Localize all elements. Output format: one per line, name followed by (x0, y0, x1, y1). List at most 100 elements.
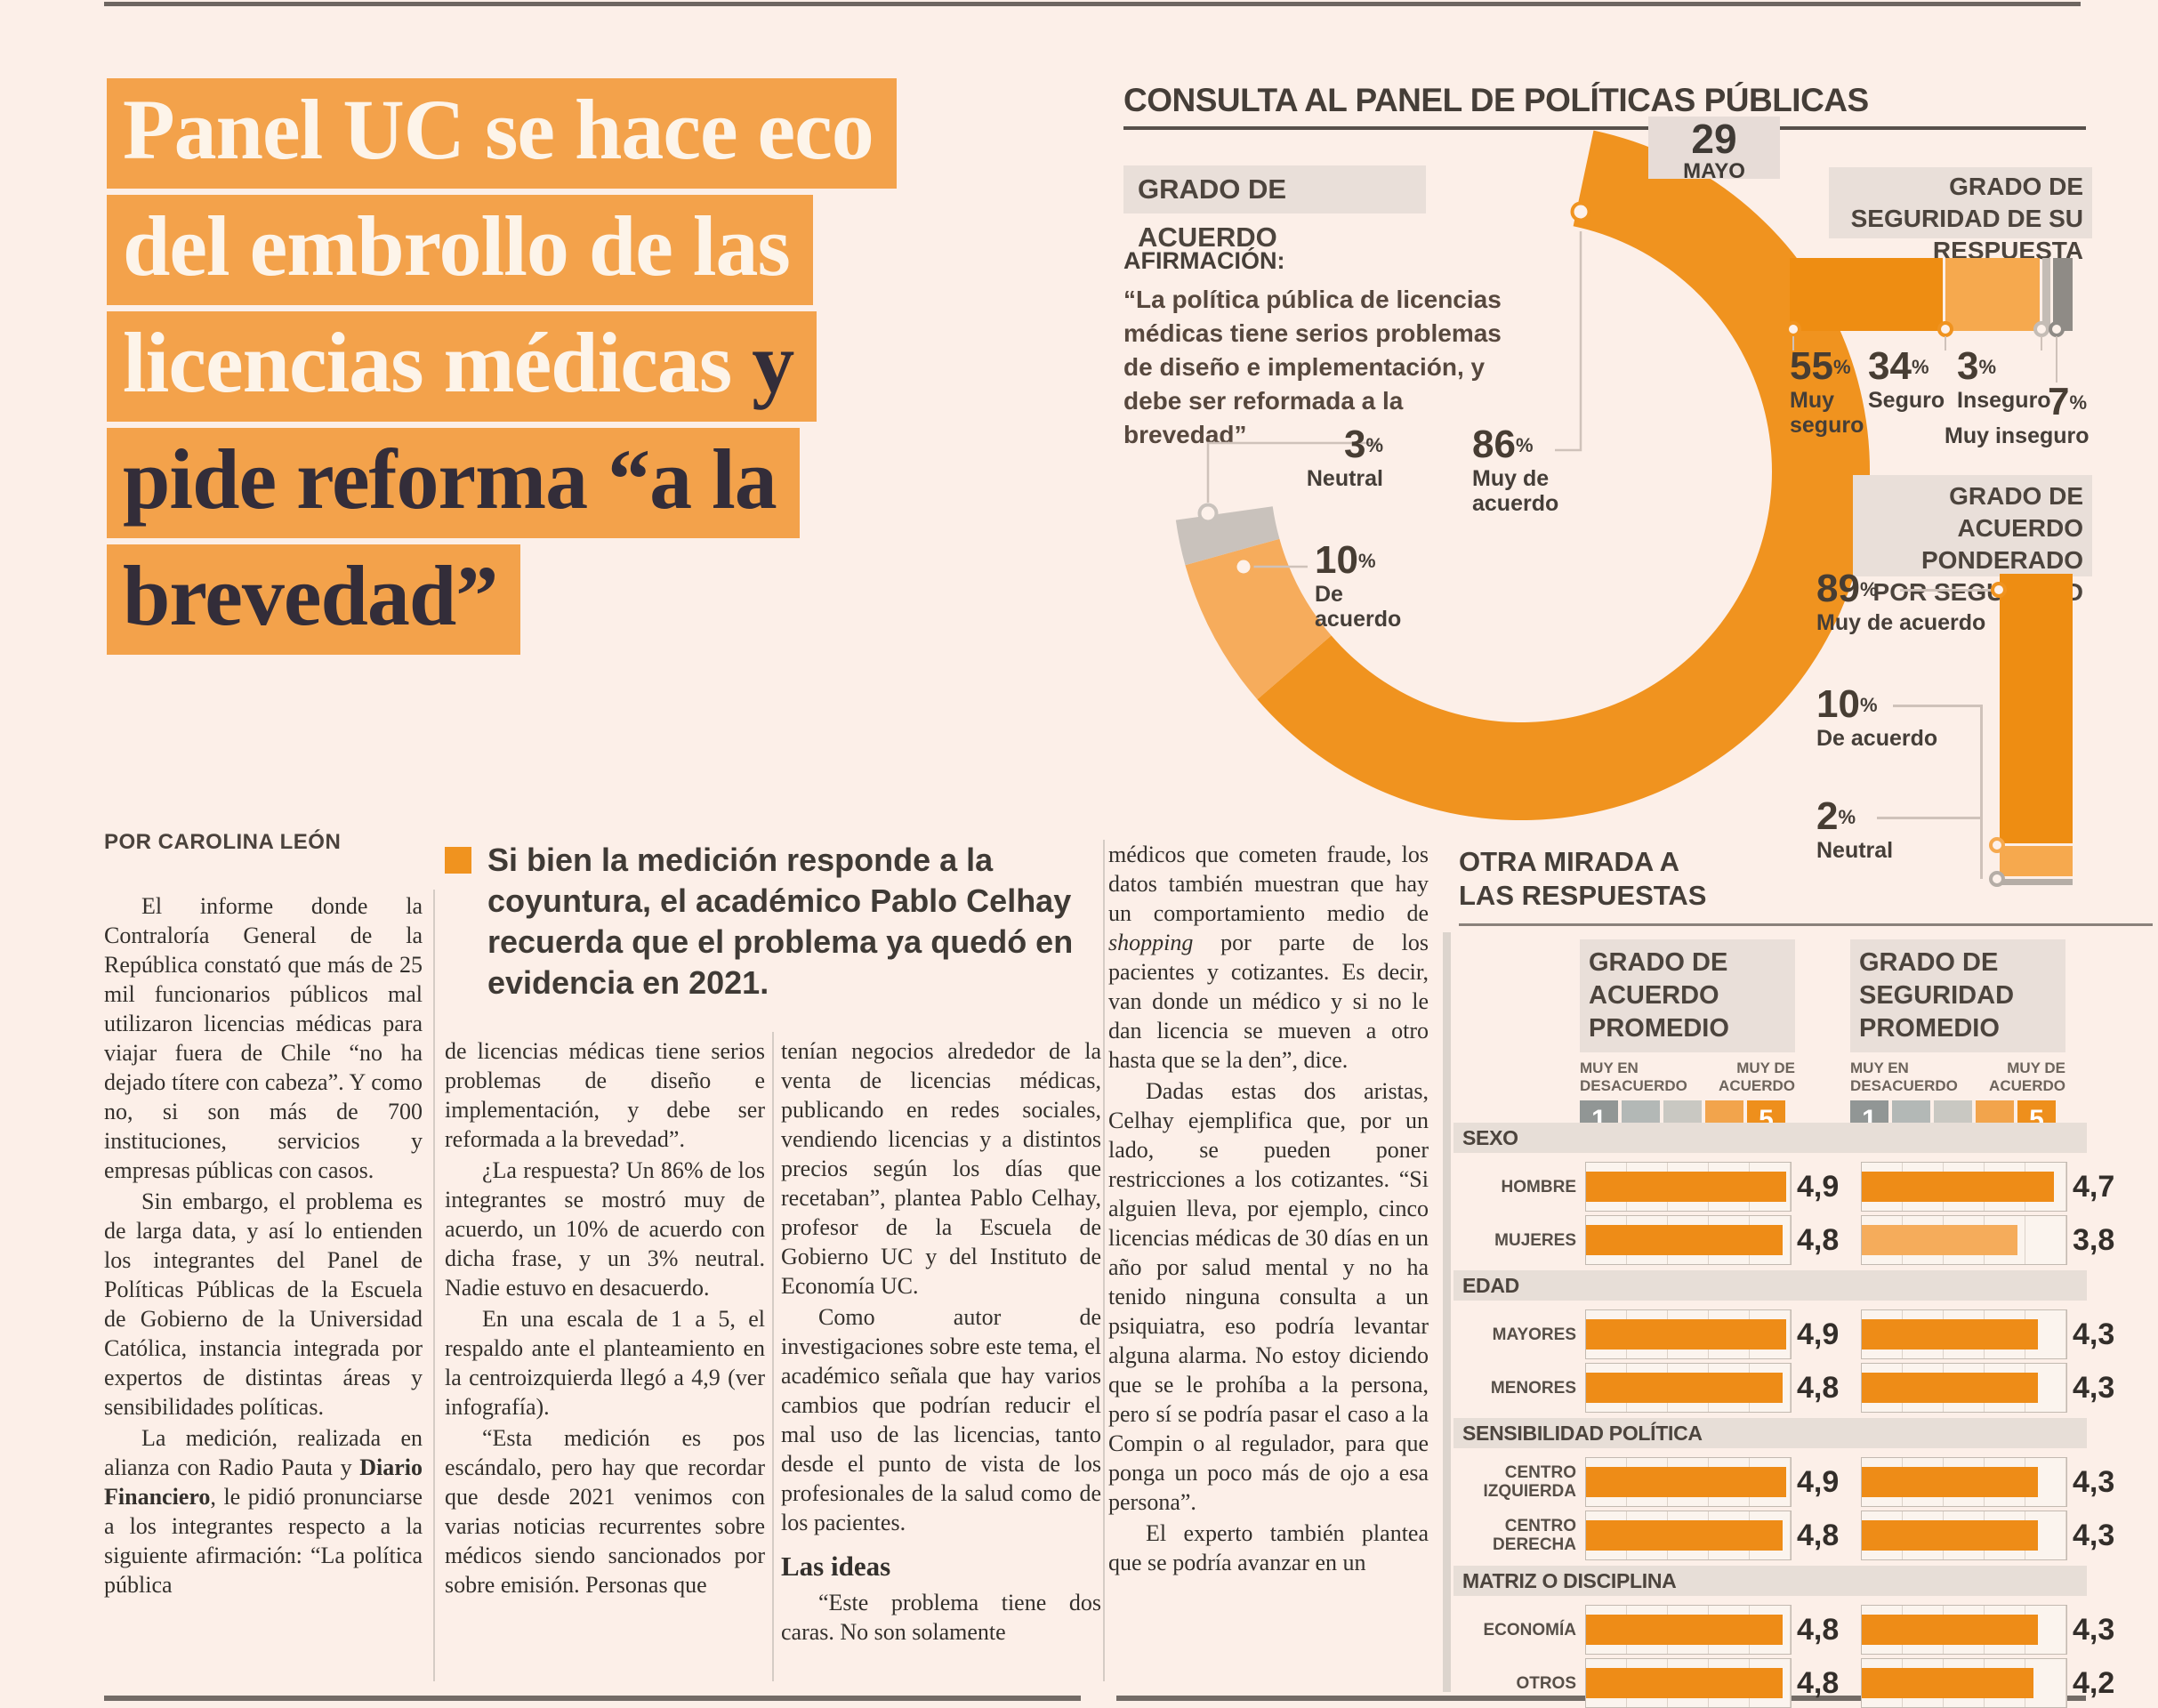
date-box: 29 MAYO (1648, 117, 1780, 183)
marker-dot (1570, 201, 1591, 222)
leader-line (2041, 336, 2042, 350)
scale-min-label: MUY EN DESACUERDO (1850, 1059, 1958, 1094)
leader-line (1877, 817, 1982, 819)
callout-unit: % (1911, 356, 1929, 378)
callout-unit: % (1832, 356, 1851, 378)
row-label: CENTRO DERECHA (1493, 1517, 1576, 1554)
paragraph-text: por parte de los pacientes y cotizantes.… (1108, 930, 1429, 1073)
weighted-stacked-bar (2000, 574, 2073, 885)
bar-segment-Inseguro (2041, 258, 2051, 331)
table-row-ECONOMÍA: ECONOMÍA 4,8 4,3 (1453, 1605, 2147, 1655)
seguridad-bar (1862, 1520, 2038, 1551)
callout-value: 10 (1816, 682, 1860, 726)
donut-segment-De acuerdo (1185, 538, 1332, 700)
marker-dot (1233, 556, 1254, 577)
callout-weighted-de-acuerdo: 10% De acuerdo (1816, 682, 2003, 752)
seguridad-bar (1862, 1172, 2055, 1202)
acuerdo-chart-cell (1585, 1511, 1792, 1560)
callout-label: Muy de acuerdo (1816, 610, 1986, 635)
seguridad-chart-cell (1861, 1457, 2067, 1507)
table-row-CENTRO DERECHA: CENTRO DERECHA 4,8 4,3 (1453, 1511, 2147, 1560)
headline-text: pide reforma “a la (123, 431, 777, 527)
weighted-header: GRADO DE ACUERDO PONDERADO POR SEGURIDAD (1853, 475, 2092, 606)
paragraph-text: La medición, realizada en alianza con Ra… (104, 1425, 423, 1480)
bar-segment-Muy seguro (1790, 258, 1943, 331)
callout-unit: % (1838, 806, 1856, 828)
leader-line (1980, 817, 1983, 879)
callout-unit: % (1978, 356, 1997, 378)
callout-value: 55 (1790, 344, 1833, 388)
seguridad-value: 3,8 (2073, 1222, 2115, 1257)
agreement-donut-chart (1175, 130, 1871, 821)
security-header: GRADO DE SEGURIDAD DE SU RESPUESTA (1829, 167, 2092, 264)
statement-text: “La política pública de licencias médica… (1123, 286, 1502, 448)
headline-line-2: del embrollo de las (107, 195, 813, 305)
callout-value: 2 (1816, 794, 1839, 838)
paragraph: “Este problema tiene dos caras. No son s… (781, 1590, 1101, 1645)
seguridad-chart-cell (1861, 1658, 2067, 1708)
agreement-header: GRADO DE ACUERDO (1123, 165, 1426, 253)
acuerdo-bar (1586, 1467, 1787, 1497)
paragraph: Sin embargo, el problema es de larga dat… (104, 1188, 423, 1420)
paragraph: de licencias médicas tiene serios proble… (445, 1038, 765, 1152)
leader-line (1206, 441, 1381, 503)
byline: POR CAROLINA LEÓN (104, 830, 342, 854)
acuerdo-bar (1586, 1172, 1787, 1202)
table-title: OTRA MIRADA A LAS RESPUESTAS (1459, 846, 1707, 911)
callout-label: Inseguro (1957, 388, 2051, 413)
row-label: OTROS (1516, 1673, 1576, 1693)
callout-unit: % (1859, 578, 1878, 600)
callout-unit: % (1859, 694, 1878, 716)
callout-value: 3 (1343, 423, 1366, 466)
callout-value: 86 (1472, 423, 1516, 466)
headline: Panel UC se hace eco del embrollo de las… (107, 78, 897, 661)
callout-weighted-neutral: 2% Neutral (1816, 794, 2003, 864)
article-column-1: El informe donde la Contraloría General … (104, 891, 423, 1601)
callout-unit: % (1515, 434, 1534, 456)
paragraph: Como autor de investigaciones sobre este… (781, 1304, 1101, 1535)
infographic-title-rule (1123, 126, 2086, 130)
paragraph: El informe donde la Contraloría General … (104, 893, 423, 1183)
paragraph: “Esta medición es pos escándalo, pero ha… (445, 1425, 765, 1598)
seguridad-value: 4,3 (2073, 1464, 2115, 1499)
paragraph: médicos que cometen fraude, los datos ta… (1108, 840, 1429, 1075)
table-section-title: MATRIZ O DISCIPLINA (1453, 1566, 2087, 1596)
acuerdo-value: 4,8 (1797, 1612, 1840, 1647)
table-row-HOMBRE: HOMBRE 4,9 4,7 (1453, 1162, 2147, 1212)
seguridad-value: 4,3 (2073, 1370, 2115, 1405)
headline-text: y (731, 315, 794, 410)
bar-segment-Muy de acuerdo (2000, 574, 2073, 844)
acuerdo-column-header: GRADO DE ACUERDO PROMEDIO MUY EN DESACUE… (1580, 939, 1795, 1140)
paragraph-text: , le pidió pronunciarse a los integrante… (104, 1484, 423, 1598)
seguridad-value: 4,2 (2073, 1665, 2115, 1700)
paragraph: En una escala de 1 a 5, el respaldo ante… (445, 1306, 765, 1420)
table-row-MAYORES: MAYORES 4,9 4,3 (1453, 1309, 2147, 1359)
marker-dot (1197, 503, 1219, 524)
acuerdo-chart-cell (1585, 1605, 1792, 1655)
headline-text: Panel UC se hace eco (123, 82, 874, 177)
column-divider (772, 1032, 774, 1681)
acuerdo-chart-cell (1585, 1215, 1792, 1265)
leader-line (1792, 336, 1794, 350)
callout-label: Seguro (1868, 388, 1945, 413)
statement-label: AFIRMACIÓN: (1123, 247, 1285, 274)
acuerdo-value: 4,8 (1797, 1665, 1840, 1700)
donut-segment-Muy de acuerdo (1257, 130, 1871, 821)
acuerdo-bar (1586, 1319, 1787, 1349)
callout-inseguro: 3% Inseguro (1957, 347, 2055, 414)
marker-dot (1937, 321, 1953, 337)
callout-muy-seguro: 55% Muy seguro (1790, 344, 1865, 439)
acuerdo-value: 4,8 (1797, 1370, 1840, 1405)
paragraph: La medición, realizada en alianza con Ra… (104, 1423, 423, 1599)
article-column-4: médicos que cometen fraude, los datos ta… (1108, 840, 1429, 1579)
table-divider (1443, 932, 1451, 1692)
callout-de-acuerdo: 10% De acuerdo (1315, 538, 1401, 632)
headline-line-5: brevedad” (107, 544, 521, 655)
acuerdo-bar (1586, 1225, 1783, 1255)
table-row-MENORES: MENORES 4,8 4,3 (1453, 1363, 2147, 1413)
column-divider (433, 890, 435, 1681)
callout-label: Neutral (1306, 466, 1383, 491)
callout-value: 10 (1315, 538, 1358, 582)
article-column-3: tenían negocios alrededor de la venta de… (781, 1036, 1101, 1648)
bar-segment-De acuerdo (2000, 846, 2073, 877)
